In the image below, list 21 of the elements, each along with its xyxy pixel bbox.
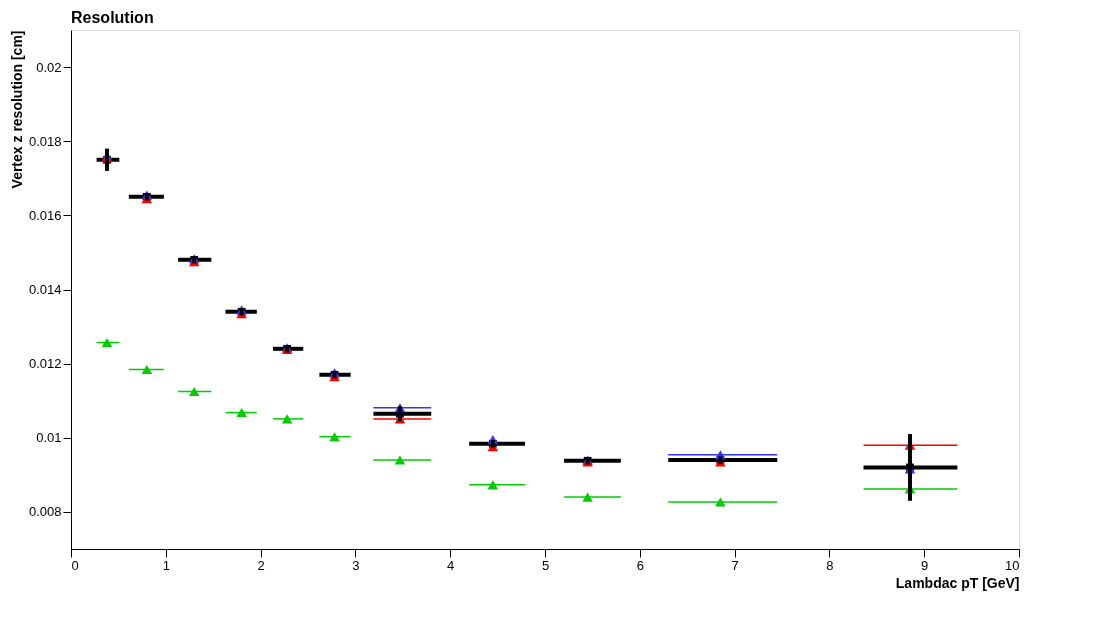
x-tick-label: 10 bbox=[1005, 557, 1020, 573]
x-tick-label: 9 bbox=[921, 557, 929, 573]
chart-title: Resolution bbox=[71, 9, 154, 26]
y-tick-label: 0.012 bbox=[28, 356, 62, 372]
x-tick-label: 4 bbox=[447, 557, 455, 573]
y-tick-label: 0.014 bbox=[28, 282, 62, 297]
x-tick-label: 8 bbox=[826, 557, 834, 573]
x-tick-label: 1 bbox=[162, 557, 170, 573]
y-tick-label: 0.01 bbox=[36, 430, 62, 446]
x-tick-label: 6 bbox=[636, 557, 644, 573]
x-tick-label: 3 bbox=[352, 557, 360, 573]
x-axis-title: Lambdac pT [GeV] bbox=[895, 574, 1020, 591]
x-tick-label: 2 bbox=[257, 557, 265, 573]
x-tick-label: 0 bbox=[71, 557, 79, 573]
y-tick-label: 0.018 bbox=[28, 133, 62, 149]
y-axis-title: Vertex z resolution [cm] bbox=[8, 30, 25, 189]
x-tick-label: 5 bbox=[541, 557, 550, 573]
y-tick-label: 0.02 bbox=[36, 59, 62, 75]
x-tick-label: 7 bbox=[731, 557, 739, 573]
y-tick-label: 0.008 bbox=[28, 504, 62, 520]
y-tick-label: 0.016 bbox=[28, 207, 62, 223]
